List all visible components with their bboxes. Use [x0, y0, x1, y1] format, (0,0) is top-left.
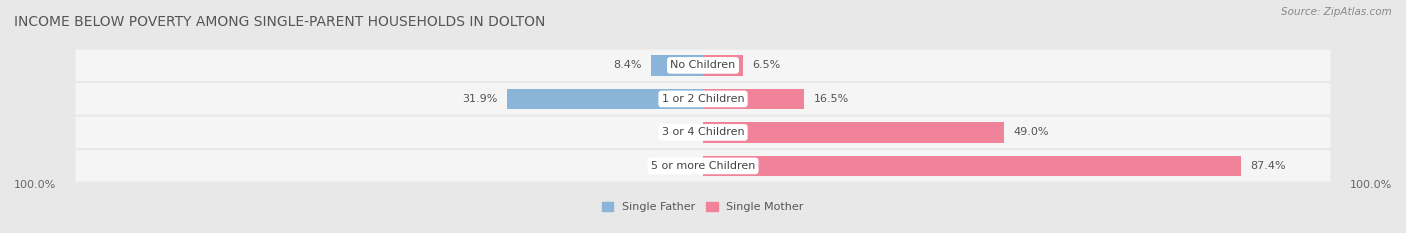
FancyBboxPatch shape: [76, 83, 1330, 115]
FancyBboxPatch shape: [76, 50, 1330, 81]
Text: 16.5%: 16.5%: [814, 94, 849, 104]
Text: 1 or 2 Children: 1 or 2 Children: [662, 94, 744, 104]
Text: 100.0%: 100.0%: [14, 180, 56, 190]
Text: 0.0%: 0.0%: [665, 161, 693, 171]
Text: 87.4%: 87.4%: [1250, 161, 1285, 171]
Text: 6.5%: 6.5%: [752, 60, 780, 70]
Text: No Children: No Children: [671, 60, 735, 70]
Text: Source: ZipAtlas.com: Source: ZipAtlas.com: [1281, 7, 1392, 17]
Bar: [703, 55, 742, 76]
Bar: [506, 89, 703, 109]
FancyBboxPatch shape: [76, 117, 1330, 148]
FancyBboxPatch shape: [76, 150, 1330, 182]
Bar: [651, 55, 703, 76]
Text: 3 or 4 Children: 3 or 4 Children: [662, 127, 744, 137]
Text: 100.0%: 100.0%: [1350, 180, 1392, 190]
Text: 0.0%: 0.0%: [665, 127, 693, 137]
Text: 5 or more Children: 5 or more Children: [651, 161, 755, 171]
Text: INCOME BELOW POVERTY AMONG SINGLE-PARENT HOUSEHOLDS IN DOLTON: INCOME BELOW POVERTY AMONG SINGLE-PARENT…: [14, 14, 546, 28]
Bar: [703, 156, 1240, 176]
Legend: Single Father, Single Mother: Single Father, Single Mother: [602, 202, 804, 212]
Text: 31.9%: 31.9%: [463, 94, 498, 104]
Text: 49.0%: 49.0%: [1014, 127, 1049, 137]
Bar: [703, 89, 804, 109]
Text: 8.4%: 8.4%: [613, 60, 643, 70]
Bar: [703, 122, 1004, 143]
